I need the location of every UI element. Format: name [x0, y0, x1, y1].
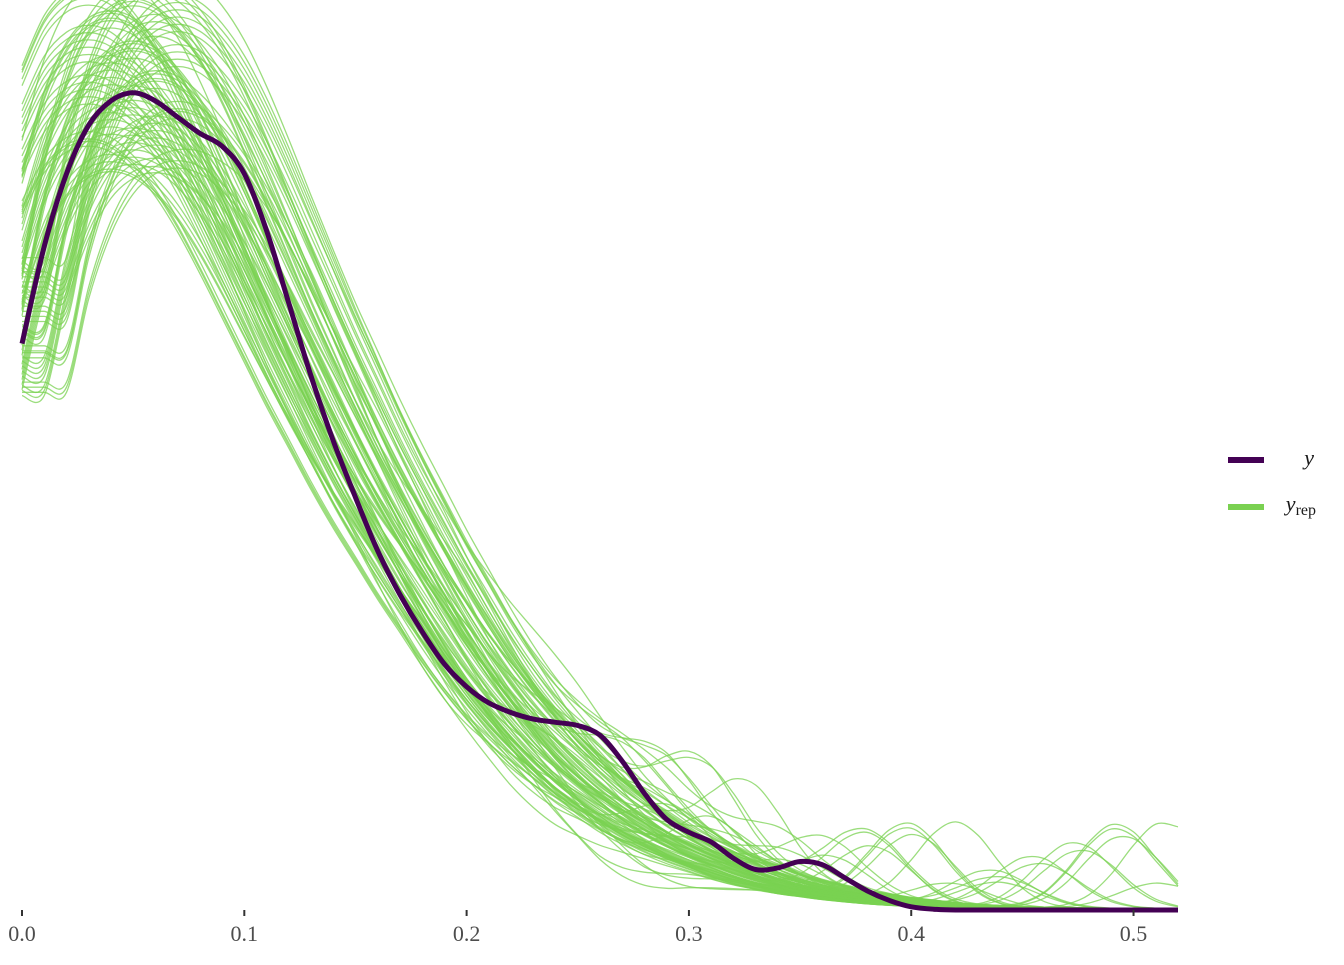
x-tick-label: 0.0 [8, 921, 36, 946]
yrep-density-line [22, 0, 1178, 910]
yrep-series-group [21, 0, 1179, 910]
yrep-density-line [21, 17, 1178, 910]
x-tick-label: 0.1 [231, 921, 259, 946]
yrep-density-line [21, 111, 1179, 910]
yrep-density-line [21, 70, 1178, 910]
yrep-density-line [21, 87, 1178, 910]
yrep-density-line [22, 117, 1179, 910]
x-tick-label: 0.5 [1120, 921, 1148, 946]
y-series-group [19, 90, 1178, 913]
x-tick-label: 0.2 [453, 921, 481, 946]
yrep-density-line [21, 62, 1178, 910]
y-density-line [19, 90, 1178, 913]
legend-label-yrep: yrep [1284, 491, 1316, 519]
legend: y yrep [1228, 445, 1316, 519]
yrep-density-line [21, 163, 1179, 908]
x-tick-label: 0.3 [675, 921, 703, 946]
x-axis: 0.0 0.1 0.2 0.3 0.4 0.5 [8, 910, 1147, 946]
yrep-density-line [21, 172, 1179, 907]
x-tick-label: 0.4 [897, 921, 925, 946]
yrep-density-line [21, 20, 1178, 910]
yrep-density-line [21, 61, 1178, 910]
yrep-density-line [21, 54, 1178, 910]
legend-label-y: y [1302, 445, 1314, 470]
